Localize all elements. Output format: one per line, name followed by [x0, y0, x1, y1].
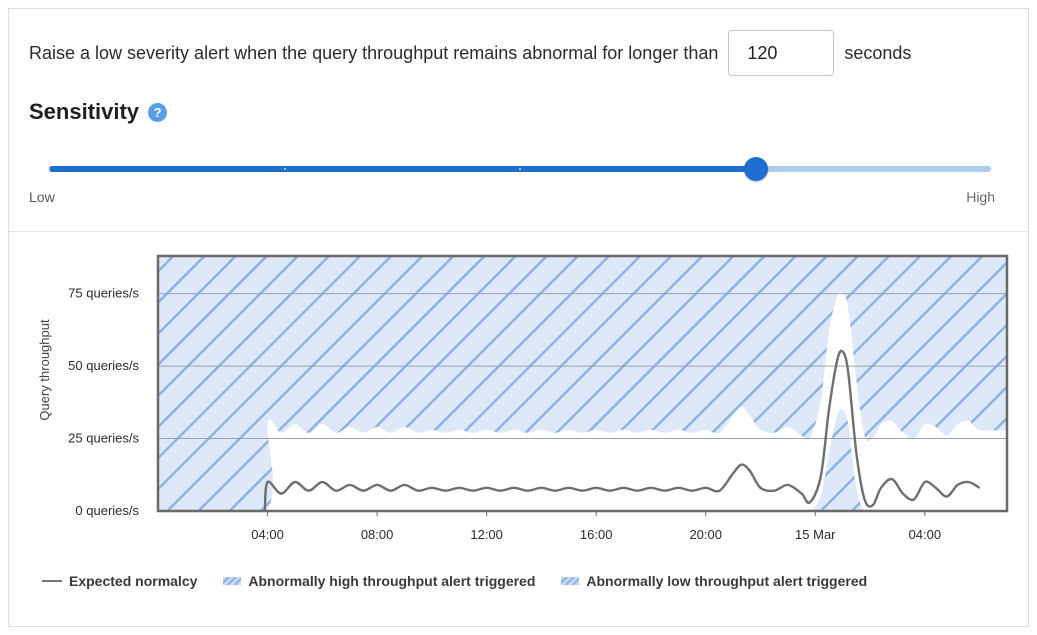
slider-step-marker: [283, 168, 286, 170]
y-tick-label: 0 queries/s: [75, 503, 139, 518]
slider-high-label: High: [966, 189, 995, 205]
legend-high: Abnormally high throughput alert trigger…: [223, 573, 535, 589]
normal-band: [158, 292, 1007, 511]
slider-thumb[interactable]: [743, 157, 768, 181]
throughput-chart: 0 queries/s 25 queries/s 50 queries/s 75 qu…: [9, 232, 1028, 628]
x-tick-label: 15 Mar: [795, 527, 836, 542]
legend-low-label: Abnormally low throughput alert triggere…: [586, 573, 868, 589]
legend-expected: Expected normalcy: [42, 573, 197, 589]
sensitivity-heading: Sensitivity ?: [29, 99, 168, 125]
legend-expected-label: Expected normalcy: [69, 573, 198, 589]
slider-step-marker: [519, 168, 521, 170]
legend-hatch-swatch: [561, 577, 580, 585]
plot-frame: [156, 254, 1009, 513]
y-tick-label: 75 queries/s: [68, 286, 139, 301]
expected-normalcy-line: [263, 349, 981, 511]
sensitivity-slider[interactable]: [48, 157, 992, 181]
settings-section: Raise a low severity alert when the quer…: [9, 9, 1028, 232]
x-tick-label: 12:00: [470, 527, 503, 542]
legend-high-label: Abnormally high throughput alert trigger…: [248, 573, 536, 589]
x-tick-label: 16:00: [580, 527, 613, 542]
chart-legend: Expected normalcy Abnormally high throug…: [42, 573, 893, 589]
question-circle-icon[interactable]: ?: [148, 102, 168, 122]
slider-low-label: Low: [29, 189, 55, 205]
slider-fill: [49, 166, 756, 172]
slider-step-marker: [990, 168, 992, 170]
x-tick-label: 04:00: [251, 527, 284, 542]
y-tick-label: 25 queries/s: [68, 431, 139, 446]
y-axis-title: Query throughput: [37, 319, 52, 421]
legend-hatch-swatch: [223, 577, 242, 585]
x-tick-label: 04:00: [909, 527, 942, 542]
y-tick-label: 50 queries/s: [68, 358, 139, 373]
x-tick-label: 08:00: [361, 527, 394, 542]
legend-line-swatch: [42, 580, 62, 582]
alert-settings-panel: Raise a low severity alert when the quer…: [8, 8, 1029, 627]
x-tick-label: 20:00: [689, 527, 722, 542]
alert-prefix-text: Raise a low severity alert when the quer…: [29, 42, 719, 63]
slider-step-marker: [48, 168, 50, 170]
alert-duration-row: Raise a low severity alert when the quer…: [29, 29, 911, 77]
alert-suffix-text: seconds: [844, 42, 912, 63]
alert-duration-input[interactable]: [728, 30, 835, 76]
sensitivity-title: Sensitivity: [29, 99, 140, 124]
legend-low: Abnormally low throughput alert triggere…: [561, 573, 867, 589]
chart-svg: 0 queries/s 25 queries/s 50 queries/s 75 qu…: [37, 254, 1009, 542]
